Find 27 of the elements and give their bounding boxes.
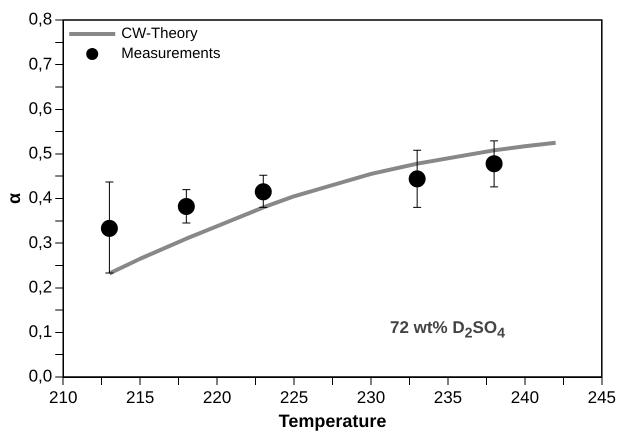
y-axis-title: α bbox=[4, 192, 24, 204]
annotation: 72 wt% D$_{2}$SO$_{4}$ bbox=[390, 318, 505, 342]
y-tick-label: 0,8 bbox=[28, 10, 52, 29]
y-tick-label: 0,4 bbox=[28, 188, 52, 208]
x-tick-label: 230 bbox=[356, 388, 386, 407]
point bbox=[408, 170, 426, 188]
point bbox=[486, 155, 503, 172]
y-tick-label: 0,7 bbox=[28, 54, 52, 74]
point bbox=[100, 220, 118, 237]
x-axis-title: Temperature bbox=[278, 411, 386, 432]
y-tick-label: 0,6 bbox=[28, 98, 52, 118]
x-tick-label: 235 bbox=[434, 388, 462, 407]
legend-label: CW-Theory bbox=[121, 25, 198, 42]
y-tick-label: 0,3 bbox=[28, 232, 52, 252]
x-tick-label: 220 bbox=[202, 388, 232, 407]
y-tick-label: 0,0 bbox=[28, 366, 52, 386]
y-tick-label: 0,1 bbox=[28, 322, 52, 342]
legend-label: Measurements bbox=[121, 45, 220, 62]
point bbox=[254, 183, 272, 200]
point bbox=[178, 198, 195, 216]
x-tick-label: 240 bbox=[510, 388, 540, 407]
y-tick-label: 0,5 bbox=[28, 144, 52, 163]
x-tick-label: 225 bbox=[280, 388, 308, 407]
x-tick-label: 215 bbox=[126, 388, 154, 407]
y-tick-label: 0,2 bbox=[28, 277, 52, 296]
x-tick-label: 245 bbox=[588, 388, 616, 407]
x-tick-label: 210 bbox=[49, 388, 78, 407]
